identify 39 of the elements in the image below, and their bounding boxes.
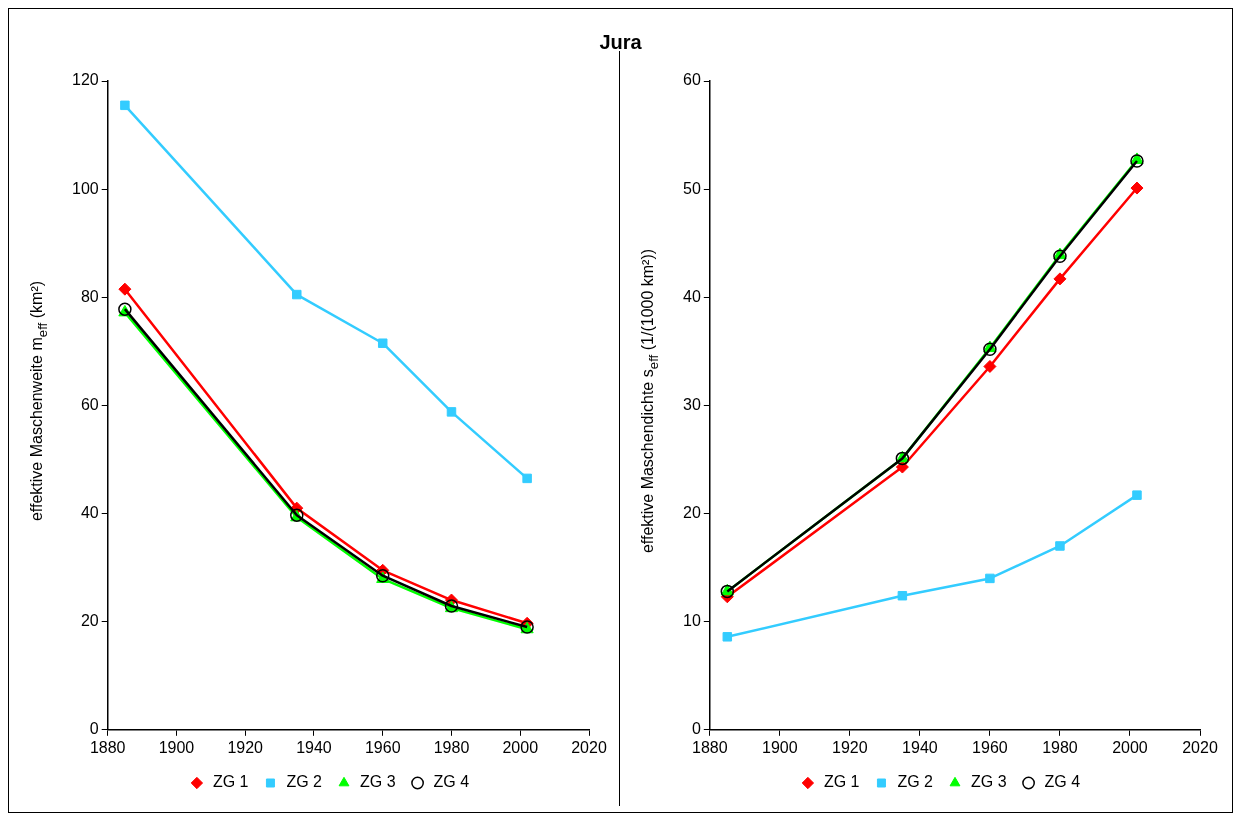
y-tick-label: 120: [71, 71, 99, 89]
x-tick-label: 2000: [1112, 738, 1148, 756]
x-tick-label: 1960: [364, 738, 401, 756]
y-tick-label: 60: [80, 395, 99, 413]
chart-title: Jura: [598, 30, 643, 55]
legend-label: ZG 2: [286, 773, 323, 791]
y-tick-label: 30: [683, 395, 701, 413]
x-tick-label: 2000: [502, 738, 539, 756]
y-tick-label: 20: [683, 503, 701, 521]
x-tick-label: 2020: [571, 738, 607, 756]
y-tick-label: 80: [80, 287, 99, 305]
x-tick-label: 1920: [227, 738, 264, 756]
legend-label: ZG 4: [1044, 773, 1081, 791]
legend-label: ZG 3: [360, 773, 396, 791]
x-tick-label: 1880: [89, 738, 126, 756]
x-tick-label: 1940: [902, 738, 938, 756]
x-tick-label: 1960: [972, 738, 1008, 756]
y-tick-label: 40: [80, 503, 99, 521]
legend-label: ZG 2: [897, 773, 934, 791]
x-tick-label: 2020: [1182, 738, 1218, 756]
legend-label: ZG 3: [971, 773, 1007, 791]
y-tick-label: 100: [71, 179, 99, 197]
legend-label: ZG 4: [433, 773, 470, 791]
y-tick-label: 20: [80, 612, 99, 630]
x-tick-label: 1900: [762, 738, 798, 756]
y-tick-label: 0: [89, 720, 99, 738]
y-tick-label: 10: [683, 612, 701, 630]
y-tick-label: 40: [683, 287, 701, 305]
y-tick-label: 60: [683, 71, 701, 89]
y-tick-label: 0: [691, 720, 701, 738]
x-tick-label: 1940: [296, 738, 332, 756]
legend-label: ZG 1: [212, 773, 249, 791]
x-tick-label: 1880: [692, 738, 728, 756]
x-tick-label: 1980: [433, 738, 470, 756]
legend-label: ZG 1: [823, 773, 860, 791]
x-tick-label: 1920: [832, 738, 868, 756]
x-tick-label: 1980: [1042, 738, 1078, 756]
x-tick-label: 1900: [158, 738, 195, 756]
y-tick-label: 50: [683, 179, 701, 197]
